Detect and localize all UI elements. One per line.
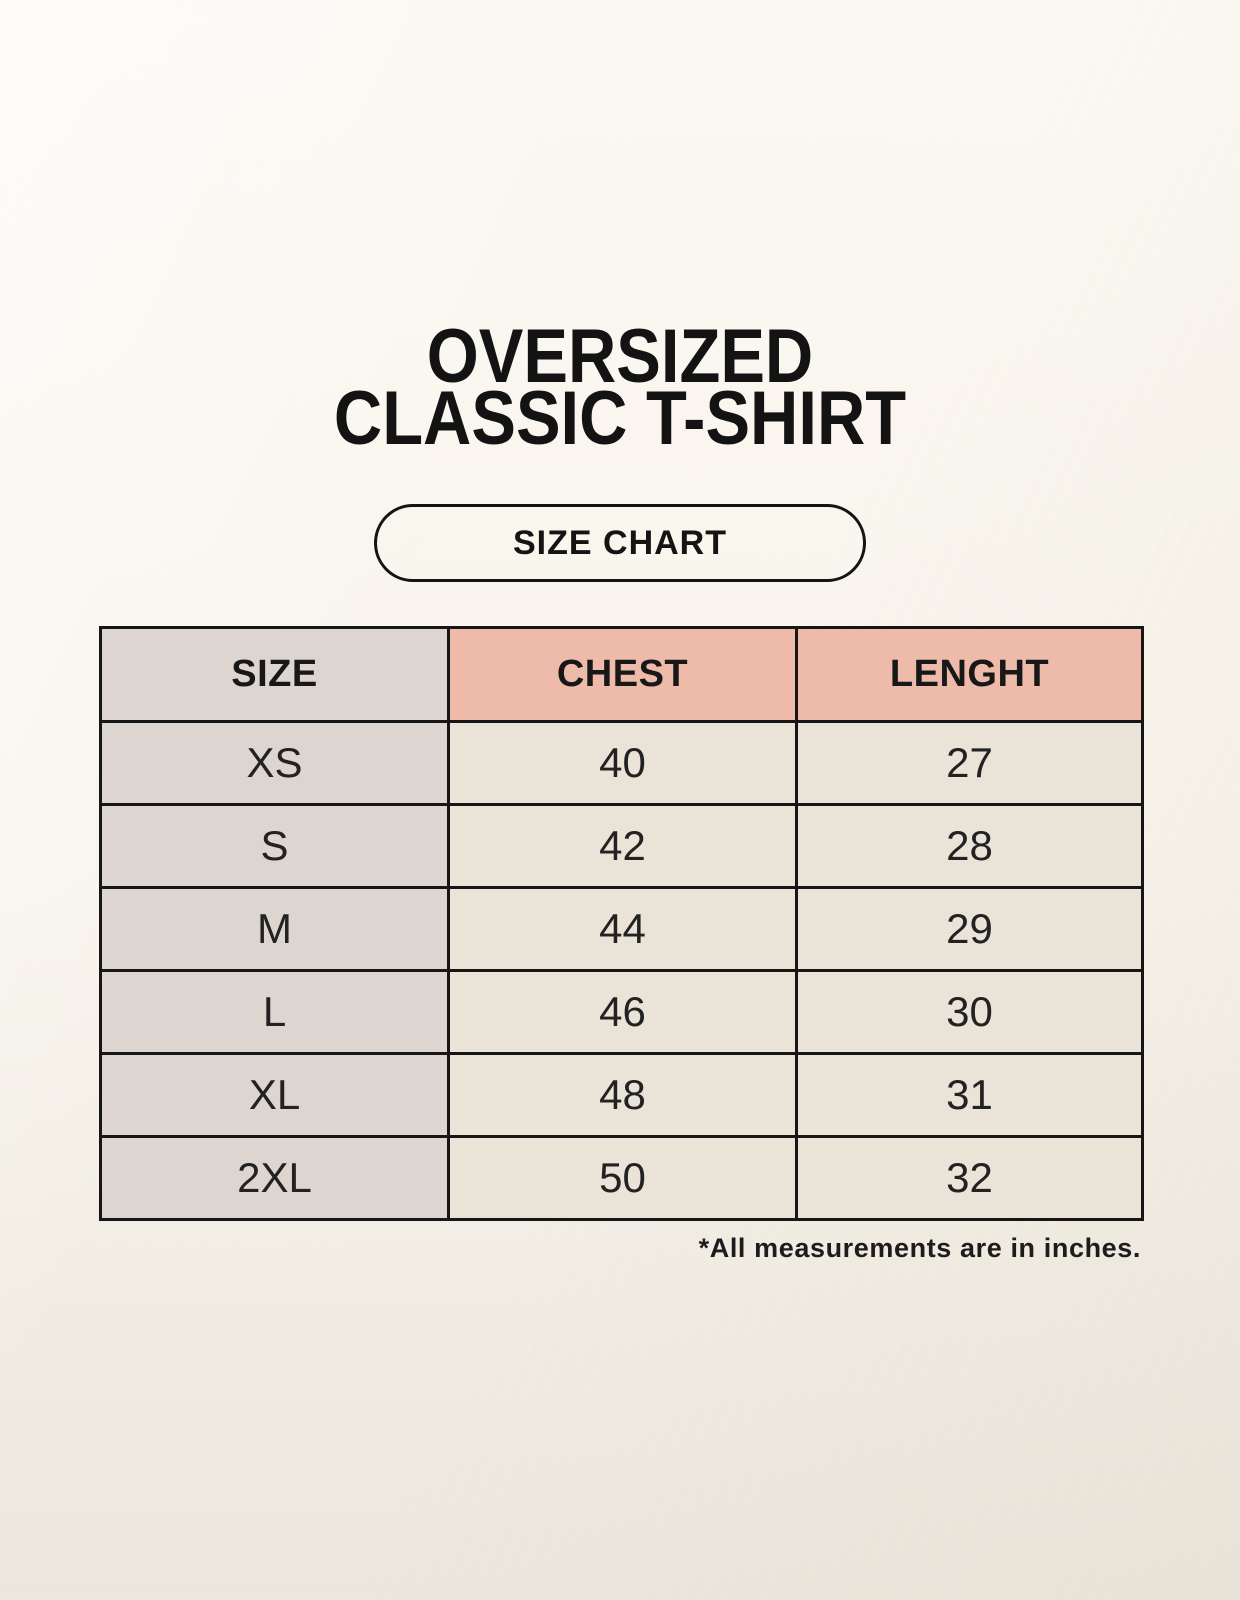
size-chart-button[interactable]: SIZE CHART [374, 504, 866, 582]
table-header-row: SIZE CHEST LENGHT [99, 626, 1144, 723]
length-value: 31 [795, 1052, 1144, 1138]
length-value: 30 [795, 969, 1144, 1055]
chest-value: 48 [447, 1052, 798, 1138]
table-row-s: S 42 28 [99, 803, 1144, 889]
size-label: L [99, 969, 450, 1055]
page-title-line-1: OVERSIZED [426, 314, 814, 399]
chest-value: 44 [447, 886, 798, 972]
table-row-2xl: 2XL 50 32 [99, 1135, 1144, 1221]
table-row-xl: XL 48 31 [99, 1052, 1144, 1138]
size-chart-table: SIZE CHEST LENGHT XS 40 27 S 42 28 M [99, 626, 1144, 1221]
size-label: XL [99, 1052, 450, 1138]
length-value: 28 [795, 803, 1144, 889]
size-label: XS [99, 720, 450, 806]
table-row-xs: XS 40 27 [99, 720, 1144, 806]
length-value: 27 [795, 720, 1144, 806]
length-value: 29 [795, 886, 1144, 972]
chest-value: 40 [447, 720, 798, 806]
column-header-chest: CHEST [447, 626, 798, 723]
table-row-l: L 46 30 [99, 969, 1144, 1055]
size-chart-page: OVERSIZED CLASSIC T-SHIRT SIZE CHART SIZ… [0, 314, 1240, 1600]
page-title: OVERSIZED CLASSIC T-SHIRT [0, 314, 1240, 461]
table-row-m: M 44 29 [99, 886, 1144, 972]
size-chart-badge-container: SIZE CHART [0, 504, 1240, 582]
column-header-lenght: LENGHT [795, 626, 1144, 723]
size-label: S [99, 803, 450, 889]
length-value: 32 [795, 1135, 1144, 1221]
chest-value: 42 [447, 803, 798, 889]
measurements-footnote: *All measurements are in inches. [698, 1233, 1141, 1263]
chest-value: 50 [447, 1135, 798, 1221]
size-label: 2XL [99, 1135, 450, 1221]
size-label: M [99, 886, 450, 972]
column-header-size: SIZE [99, 626, 450, 723]
page-title-line-2: CLASSIC T-SHIRT [333, 376, 907, 461]
chest-value: 46 [447, 969, 798, 1055]
size-chart-table-container: SIZE CHEST LENGHT XS 40 27 S 42 28 M [99, 626, 1144, 1264]
